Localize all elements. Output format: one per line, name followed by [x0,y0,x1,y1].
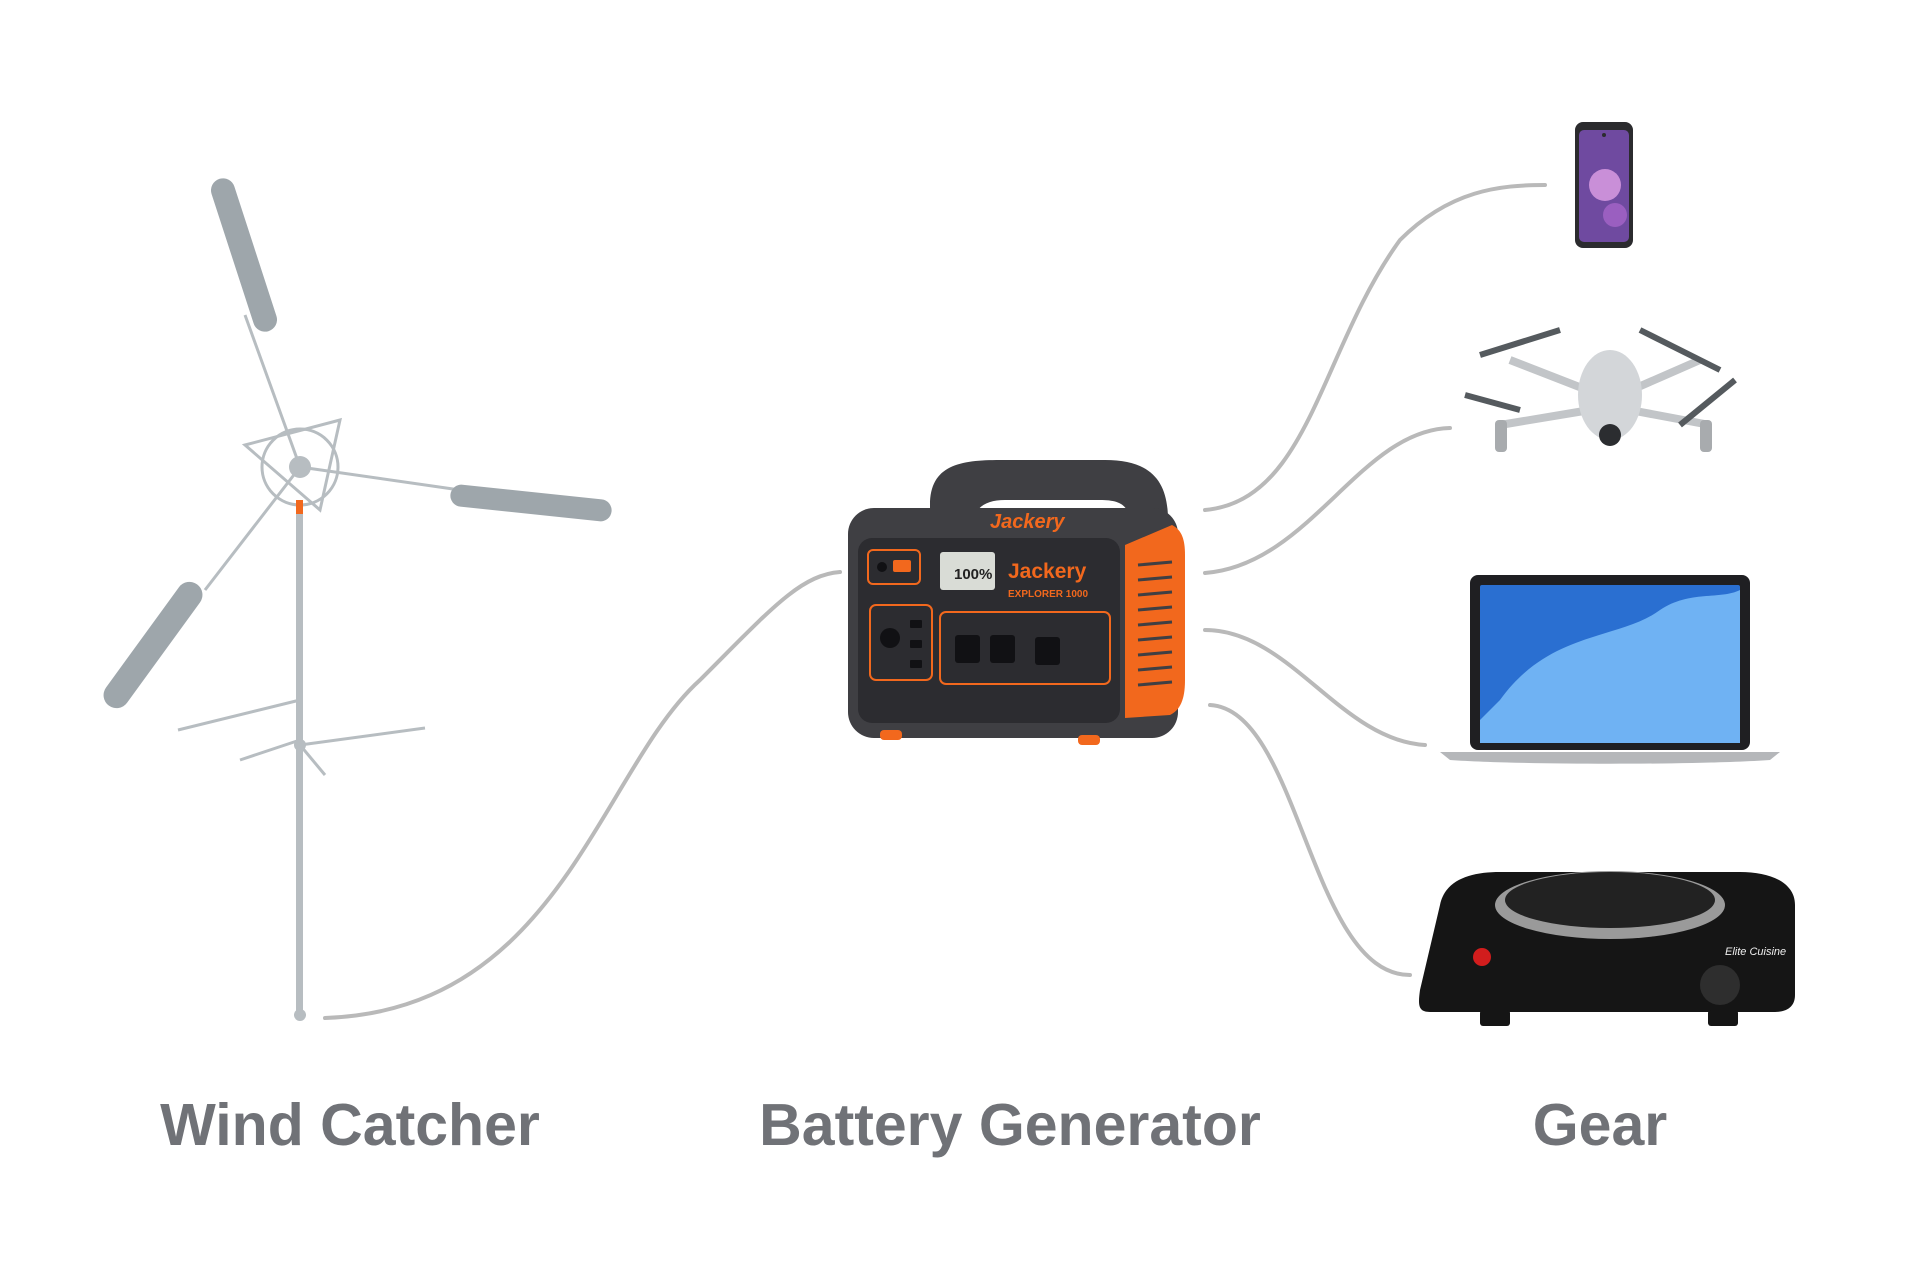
label-gear: Gear [1532,1092,1668,1158]
drone-icon [1464,327,1737,452]
generator-brand: Jackery [1008,560,1087,583]
label-wind-catcher: Wind Catcher [160,1092,540,1158]
connector-generator-to-laptop [1203,628,1427,747]
connector-generator-to-hotplate [1208,703,1412,977]
wind-turbine-icon [103,178,612,1021]
generator-top-brand: Jackery [990,511,1065,533]
display-reading: 100% [954,566,992,583]
connector-turbine-to-generator [323,570,842,1020]
laptop-icon [1440,575,1780,764]
hotplate-brand: Elite Cuisine [1725,946,1786,958]
vent-grille [1137,560,1173,687]
hot-plate-icon: Elite Cuisine [1419,871,1795,1026]
generator-model: EXPLORER 1000 [1008,589,1088,600]
label-battery-generator: Battery Generator [759,1092,1261,1158]
connector-generator-to-drone [1203,426,1452,575]
connector-generator-to-phone [1203,183,1547,512]
connectors [323,183,1547,1020]
smartphone-icon [1575,122,1633,248]
portable-power-station-icon: Jackery 100% Jackery EXPLORER 1000 [848,460,1185,745]
